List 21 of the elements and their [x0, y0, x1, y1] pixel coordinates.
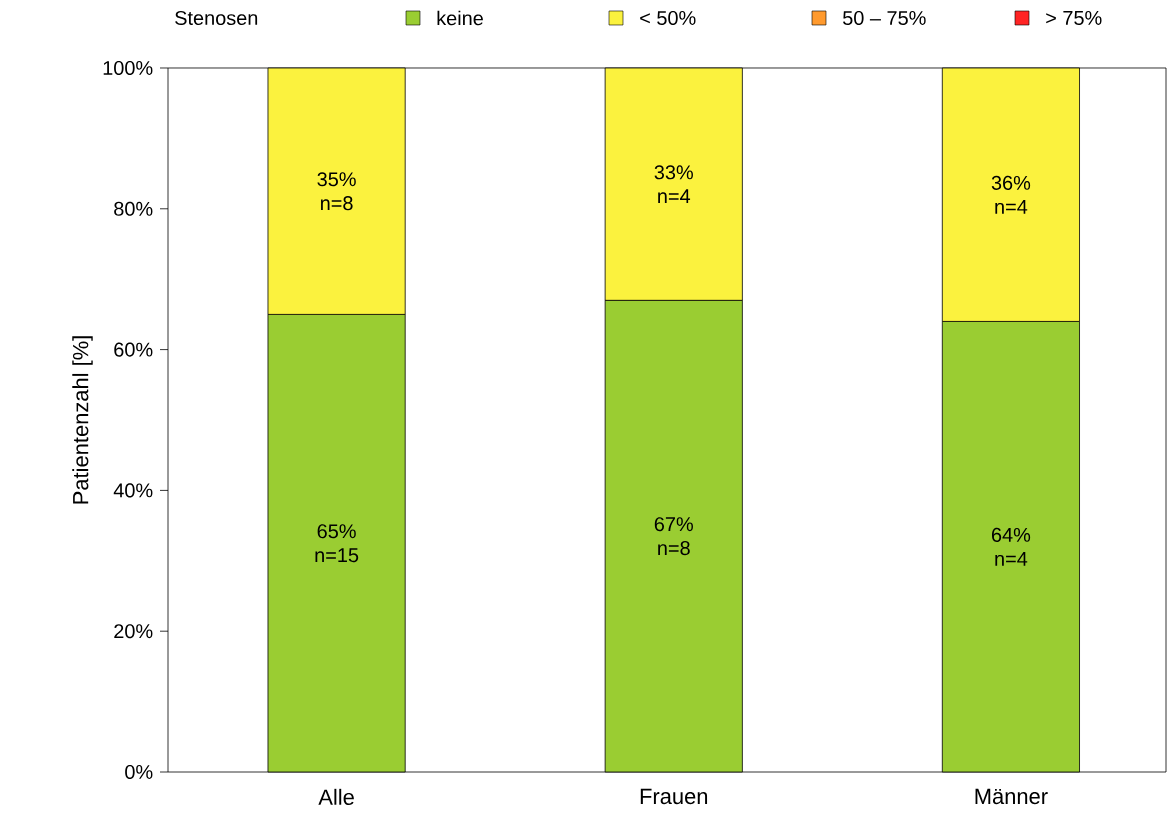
y-tick-label: 40% [113, 483, 153, 498]
y-tick-label: 100% [103, 60, 153, 76]
data-label: 36% n=4 [991, 175, 1031, 214]
y-axis-title: Patientenzahl [%] [72, 336, 93, 504]
data-label: 65% n=15 [315, 524, 359, 563]
y-tick-label: 80% [114, 201, 153, 216]
legend-label: 50 – 75% [843, 10, 926, 26]
x-tick-label: Frauen [640, 788, 708, 805]
data-label: 64% n=4 [991, 527, 1031, 566]
y-tick-label: 60% [114, 342, 153, 357]
legend-label: < 50% [640, 10, 696, 26]
x-tick-label: Männer [975, 788, 1048, 805]
data-label: 67% n=8 [654, 517, 693, 556]
x-tick-label: Alle [318, 788, 354, 805]
y-tick-label: 0% [125, 764, 153, 780]
legend-label: > 75% [1046, 10, 1102, 25]
legend-title: Stenosen [175, 10, 258, 26]
y-tick-label: 20% [114, 624, 153, 639]
data-label: 35% n=8 [317, 172, 356, 211]
data-label: 33% n=4 [654, 165, 693, 204]
legend-label: keine [437, 10, 483, 26]
